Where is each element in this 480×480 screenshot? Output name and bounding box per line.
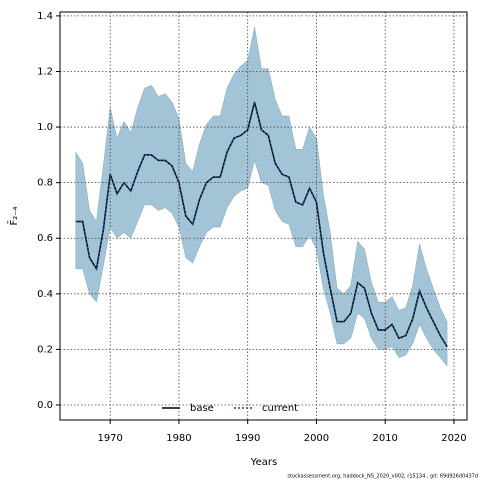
caption: stockassessment.org, haddock_NS_2020_v00…	[287, 474, 478, 480]
y-tick-label: 0.2	[37, 344, 53, 355]
x-tick-label: 2020	[441, 433, 466, 444]
x-tick-label: 1970	[97, 433, 122, 444]
x-tick-label: 2010	[372, 433, 397, 444]
plot-frame	[59, 11, 468, 421]
y-tick-label: 0.4	[37, 289, 53, 300]
y-axis-label: F̄₂₋₄	[7, 206, 20, 225]
x-axis-label: Years	[250, 457, 277, 468]
x-tick-label: 1990	[235, 433, 260, 444]
y-tick-label: 0.6	[37, 233, 53, 244]
y-tick-label: 0.0	[37, 400, 53, 411]
y-tick-label: 1.4	[37, 11, 53, 22]
legend-label: current	[262, 403, 298, 414]
y-tick-label: 1.2	[37, 66, 53, 77]
y-tick-label: 1.0	[37, 122, 53, 133]
x-tick-label: 1980	[166, 433, 191, 444]
y-tick-label: 0.8	[37, 178, 53, 189]
confidence-band	[75, 26, 448, 367]
series-line	[75, 101, 448, 348]
legend-label: base	[190, 403, 214, 414]
x-tick-label: 2000	[304, 433, 329, 444]
